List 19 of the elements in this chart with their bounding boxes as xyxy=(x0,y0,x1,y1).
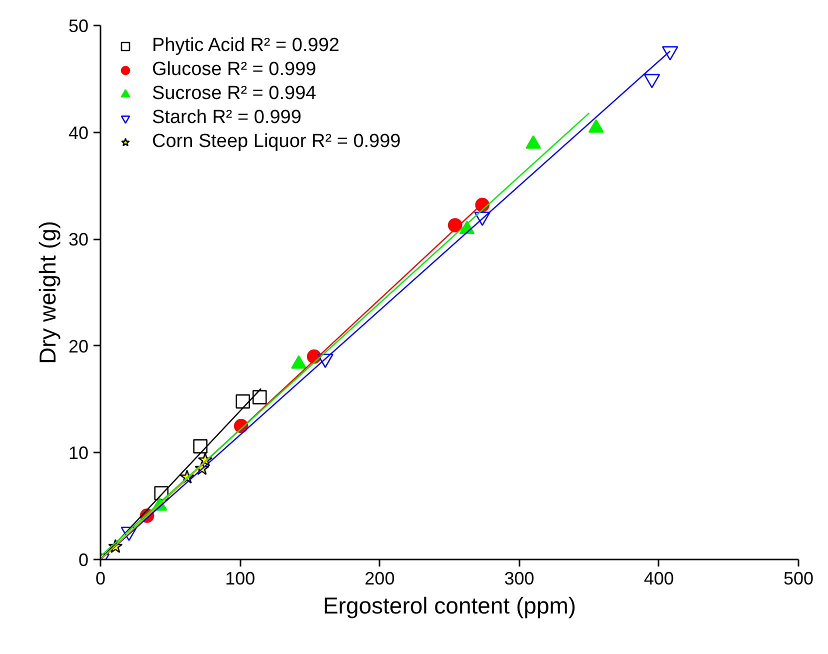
y-tick-label: 50 xyxy=(68,16,89,36)
x-tick-label: 0 xyxy=(95,568,106,588)
x-tick-label: 300 xyxy=(504,568,534,588)
x-tick-label: 400 xyxy=(644,568,674,588)
legend-label: Sucrose R² = 0.994 xyxy=(152,83,316,105)
x-tick-label: 500 xyxy=(783,568,814,588)
x-axis-title: Ergosterol content (ppm) xyxy=(322,592,576,618)
x-tick-label: 200 xyxy=(364,568,395,588)
y-tick-label: 10 xyxy=(68,443,89,464)
y-axis-title: Dry weight (g) xyxy=(34,220,60,364)
legend-label: Glucose R² = 0.999 xyxy=(152,59,316,81)
x-tick-label: 100 xyxy=(225,568,256,588)
y-tick-label: 0 xyxy=(78,550,89,570)
y-tick-label: 20 xyxy=(68,336,89,356)
y-tick-label: 40 xyxy=(68,122,89,143)
legend-label: Phytic Acid R² = 0.992 xyxy=(152,35,340,57)
legend-label: Corn Steep Liquor R² = 0.999 xyxy=(152,131,401,153)
y-tick-label: 30 xyxy=(68,230,89,250)
legend-label: Starch R² = 0.999 xyxy=(152,107,302,129)
